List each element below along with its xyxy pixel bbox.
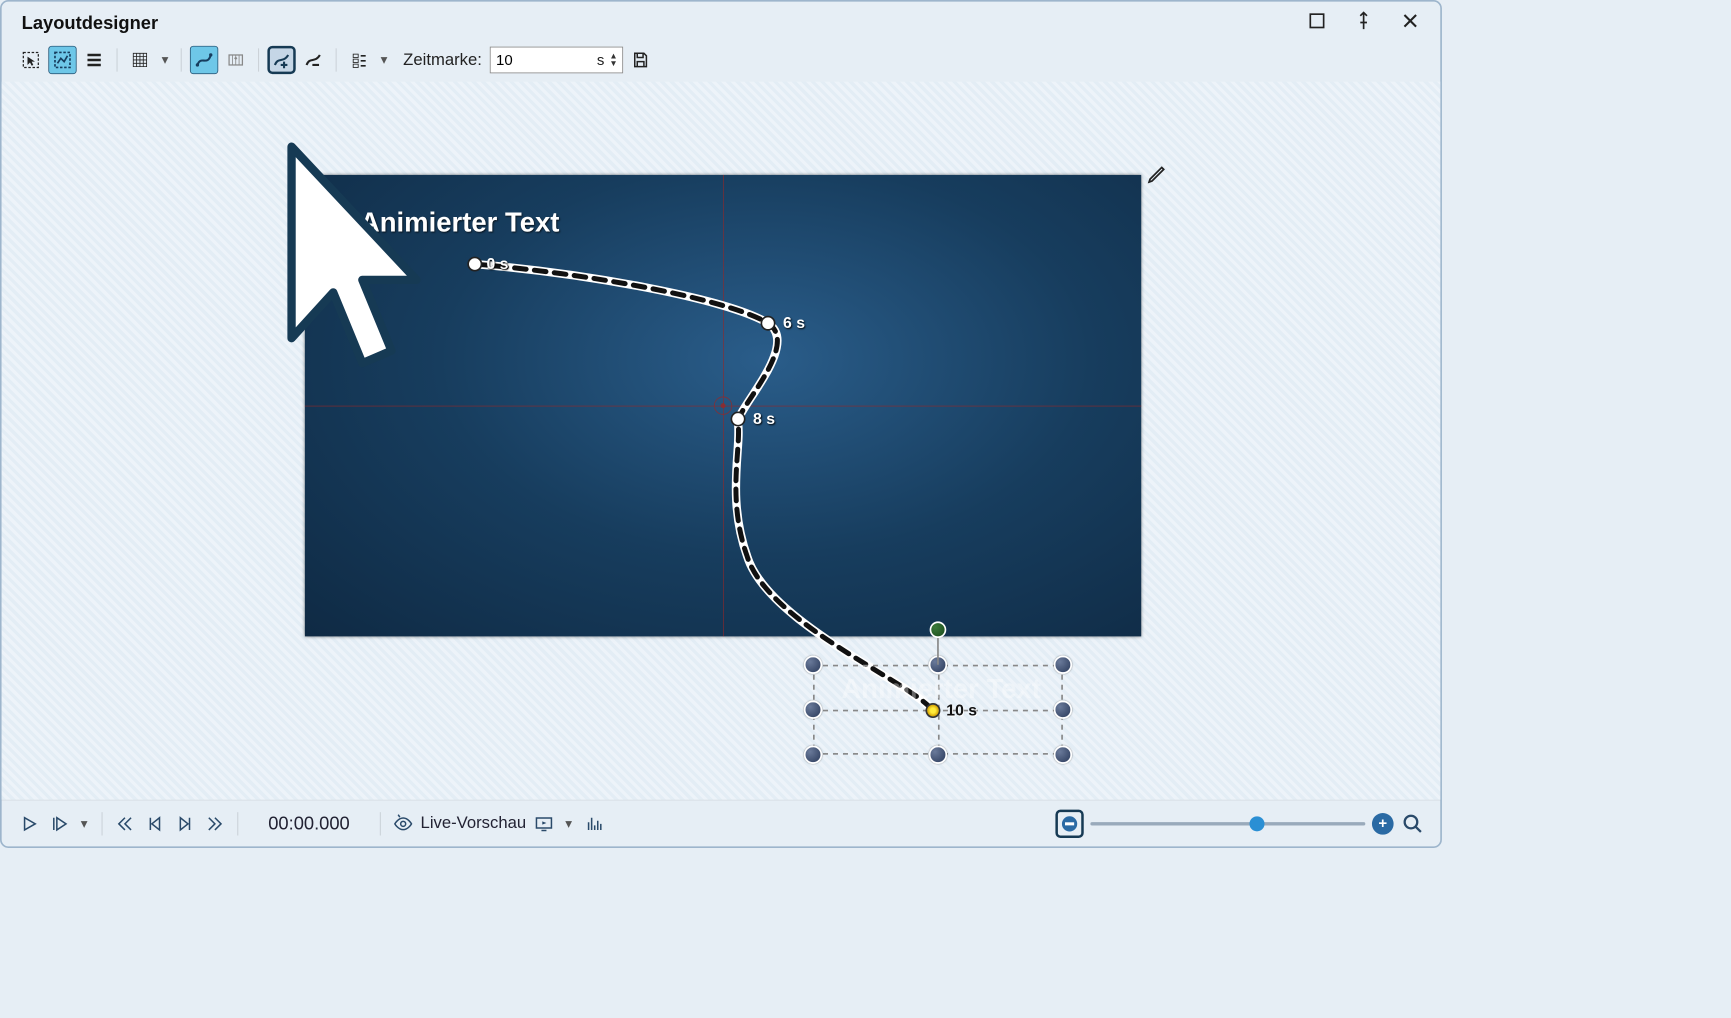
timemark-unit: s xyxy=(597,51,604,68)
resize-handle-w[interactable] xyxy=(804,701,822,719)
fast-forward-icon[interactable] xyxy=(202,811,227,836)
zoom-slider[interactable] xyxy=(1090,822,1365,825)
prev-frame-icon[interactable] xyxy=(142,811,167,836)
resize-handle-nw[interactable] xyxy=(804,656,822,674)
maximize-icon[interactable] xyxy=(1307,11,1327,36)
separator xyxy=(336,48,337,71)
list-tool-icon[interactable] xyxy=(80,46,108,74)
preview-dropdown[interactable]: ▾ xyxy=(561,815,576,832)
path-point-3[interactable] xyxy=(925,703,940,718)
next-frame-icon[interactable] xyxy=(172,811,197,836)
toolbar: ▾ ▾ Zeitmarke: s ▲ ▼ xyxy=(2,42,1441,82)
window-controls xyxy=(1307,11,1420,36)
rotation-handle[interactable] xyxy=(930,621,947,638)
add-point-tool-icon[interactable] xyxy=(267,46,295,74)
zoom-slider-thumb[interactable] xyxy=(1250,816,1265,831)
grid-tool-icon[interactable] xyxy=(126,46,154,74)
layers-tool-icon[interactable] xyxy=(345,46,373,74)
timecode: 00:00.000 xyxy=(268,813,350,835)
live-preview-label: Live-Vorschau xyxy=(421,814,527,833)
keyframe-tool-icon[interactable] xyxy=(222,46,250,74)
resize-handle-ne[interactable] xyxy=(1054,656,1072,674)
path-point-2[interactable] xyxy=(731,412,746,427)
zoom-fit-icon[interactable] xyxy=(1400,811,1425,836)
statusbar: ▾ 00:00.000 Live-Vorschau ▾ xyxy=(2,800,1441,847)
path-point-1-label: 6 s xyxy=(783,315,805,333)
separator xyxy=(258,48,259,71)
play-from-icon[interactable] xyxy=(47,811,72,836)
timemark-value-field[interactable] xyxy=(496,51,554,68)
play-icon[interactable] xyxy=(17,811,42,836)
zoom-controls: + xyxy=(1055,809,1425,837)
separator xyxy=(380,812,381,835)
safe-area-tool-icon[interactable] xyxy=(48,46,76,74)
separator xyxy=(181,48,182,71)
preview-monitor-icon[interactable] xyxy=(531,811,556,836)
path-point-1[interactable] xyxy=(761,316,776,331)
titlebar: Layoutdesigner xyxy=(2,2,1441,42)
edit-pencil-icon[interactable] xyxy=(1146,162,1169,191)
path-point-3-label: 10 s xyxy=(946,702,977,720)
timemark-label: Zeitmarke: xyxy=(403,50,482,69)
zoom-in-button[interactable]: + xyxy=(1372,813,1394,835)
path-point-0-label: 0 s xyxy=(486,256,508,274)
separator xyxy=(117,48,118,71)
path-point-2-label: 8 s xyxy=(753,411,775,429)
zoom-out-button[interactable] xyxy=(1055,809,1083,837)
step-down-icon[interactable]: ▼ xyxy=(609,60,617,67)
grid-dropdown[interactable]: ▾ xyxy=(157,52,172,69)
center-pivot-icon xyxy=(714,397,732,415)
animated-text-end[interactable]: Animierter Text xyxy=(841,673,1041,705)
save-icon[interactable] xyxy=(627,46,655,74)
eye-icon[interactable] xyxy=(391,811,416,836)
path-point-0[interactable] xyxy=(467,257,482,272)
remove-point-tool-icon[interactable] xyxy=(299,46,327,74)
animated-text-start[interactable]: Animierter Text xyxy=(360,207,560,239)
stage[interactable]: Animierter Text xyxy=(305,175,1141,636)
close-icon[interactable] xyxy=(1400,11,1420,36)
levels-icon[interactable] xyxy=(581,811,606,836)
canvas-area[interactable]: Animierter Text 0 s 6 s 8 s Animierter T… xyxy=(2,82,1441,800)
resize-handle-sw[interactable] xyxy=(804,746,822,764)
window-title: Layoutdesigner xyxy=(22,12,158,34)
separator xyxy=(237,812,238,835)
rewind-icon[interactable] xyxy=(112,811,137,836)
resize-handle-e[interactable] xyxy=(1054,701,1072,719)
path-tool-icon[interactable] xyxy=(190,46,218,74)
select-tool-icon[interactable] xyxy=(17,46,45,74)
play-dropdown[interactable]: ▾ xyxy=(77,815,92,832)
timemark-input[interactable]: s ▲ ▼ xyxy=(490,47,623,74)
layoutdesigner-window: Layoutdesigner ▾ xyxy=(0,0,1442,848)
pin-icon[interactable] xyxy=(1354,11,1374,36)
resize-handle-s[interactable] xyxy=(929,746,947,764)
layers-dropdown[interactable]: ▾ xyxy=(377,52,392,69)
separator xyxy=(102,812,103,835)
resize-handle-se[interactable] xyxy=(1054,746,1072,764)
